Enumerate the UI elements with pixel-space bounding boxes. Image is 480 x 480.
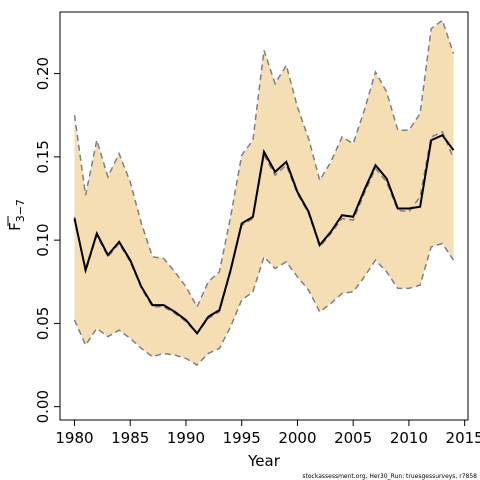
plot-frame — [59, 11, 469, 421]
x-tick-label: 2005 — [334, 429, 372, 447]
y-axis-title-sub: 3−7 — [14, 199, 27, 222]
y-tick-label: 0.05 — [34, 307, 52, 340]
y-tick-label: 0.20 — [34, 57, 52, 90]
plot-area — [73, 19, 455, 366]
x-axis: 1980 1985 1990 1995 2000 2005 2010 2015 — [55, 420, 480, 447]
y-axis: 0.00 0.05 0.10 0.15 0.20 — [34, 57, 60, 423]
y-axis-title: F3−7 — [6, 199, 27, 231]
y-tick-label: 0.10 — [34, 223, 52, 256]
svg-text:F3−7: F3−7 — [6, 199, 27, 231]
x-tick-label: 2015 — [446, 429, 480, 447]
upper-bound-line — [73, 19, 455, 309]
x-tick-label: 2010 — [390, 429, 428, 447]
y-tick-label: 0.00 — [34, 390, 52, 423]
x-tick-label: 2000 — [278, 429, 316, 447]
confidence-band — [74, 20, 454, 366]
estimate-line — [73, 133, 455, 336]
y-axis-title-main: F — [6, 222, 24, 231]
x-tick-label: 1985 — [111, 429, 149, 447]
x-tick-label: 1990 — [167, 429, 205, 447]
x-axis-title: Year — [247, 452, 281, 470]
x-tick-label: 1980 — [55, 429, 93, 447]
x-tick-label: 1995 — [223, 429, 261, 447]
y-tick-label: 0.15 — [34, 140, 52, 173]
footer-credit: stockassessment.org, Her30_Run: truesges… — [302, 473, 477, 480]
